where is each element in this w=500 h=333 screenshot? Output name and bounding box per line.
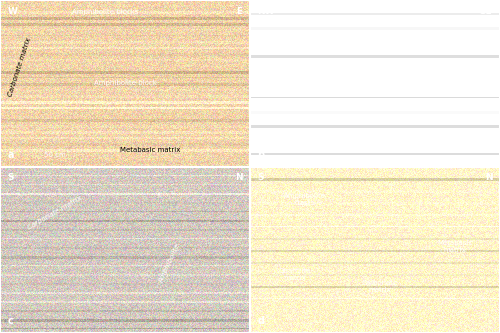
Text: a: a [8,150,14,160]
Text: Amphibolite block: Amphibolite block [401,80,464,86]
Text: Metabasic matrix: Metabasic matrix [120,147,180,153]
Text: d: d [258,316,264,326]
Text: Quarzite matrix: Quarzite matrix [328,32,382,52]
Text: Amphibolite block: Amphibolite block [94,80,156,86]
Text: N: N [485,173,492,182]
Text: Carbonate matrix: Carbonate matrix [27,195,83,231]
Text: N: N [235,173,242,182]
Text: W: W [8,7,18,16]
Text: S: S [258,173,264,182]
Text: NW: NW [258,7,275,16]
Text: S: S [8,173,14,182]
Text: E: E [236,7,242,16]
Text: Quartzite
matrix: Quartzite matrix [279,268,311,281]
Text: c: c [8,316,13,326]
Text: SE: SE [480,7,492,16]
Text: 50 cm: 50 cm [44,152,66,158]
Text: Amphibolite
clasts: Amphibolite clasts [284,193,326,206]
Text: Metabasic
matrix: Metabasic matrix [438,240,472,253]
Text: Carbonate
matrix: Carbonate matrix [362,280,398,293]
Text: Amphibolite blocks: Amphibolite blocks [72,9,138,15]
Text: Carbonate matrix: Carbonate matrix [8,36,32,97]
Text: Amphibolite: Amphibolite [158,242,182,284]
Text: b: b [258,150,264,160]
